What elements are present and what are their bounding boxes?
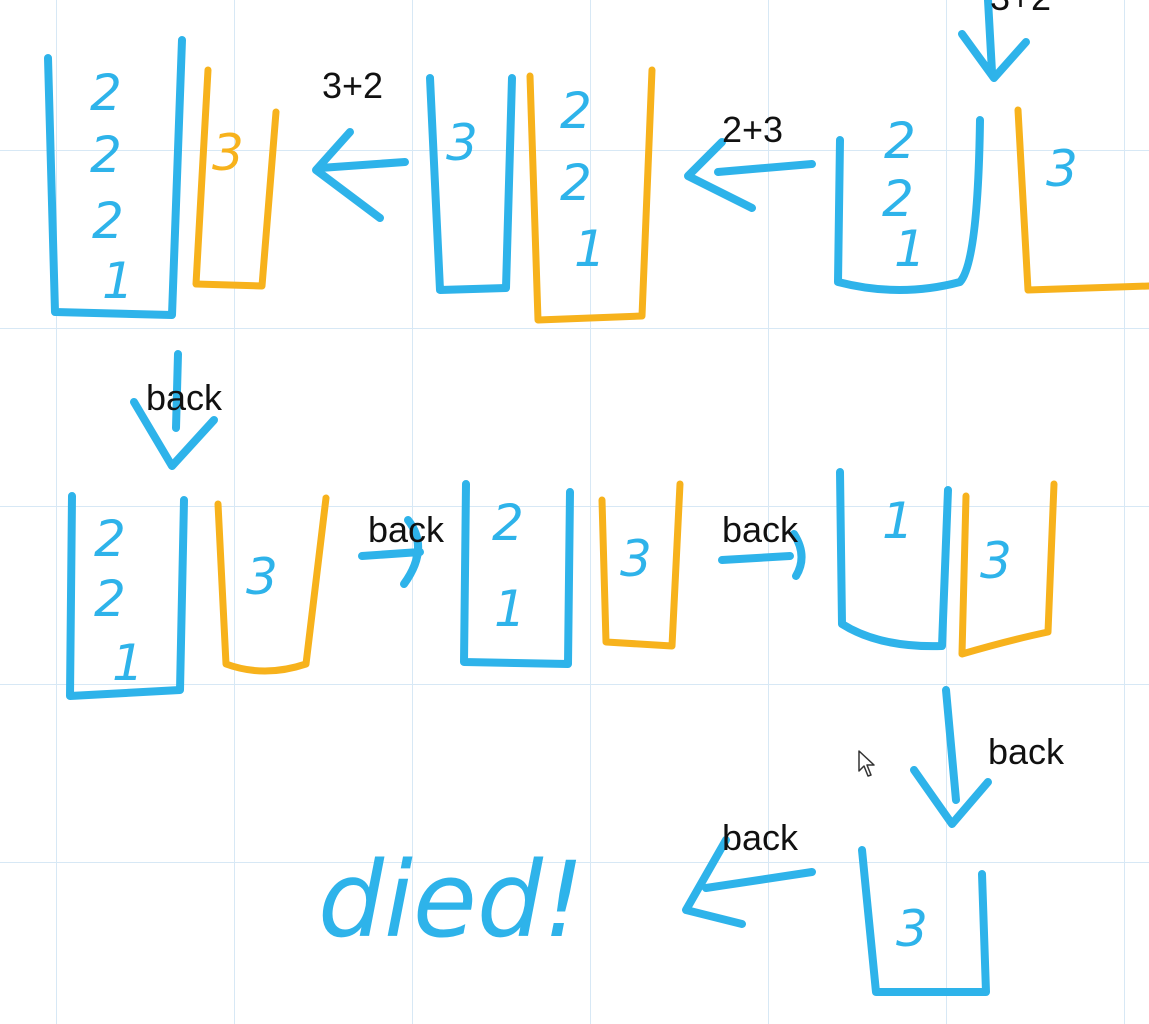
row2-left-blue-item-1: 2 (94, 510, 126, 568)
row2-right-blue-stack (836, 468, 952, 651)
label-back-down-1: back (146, 377, 223, 418)
row1-right-blue-item-3: 1 (894, 220, 926, 278)
row1-arrow-left (312, 128, 409, 222)
row2-right-orange-item-1: 3 (980, 532, 1012, 590)
row3-right-blue-stack (858, 846, 990, 996)
row2-arrow-1 (358, 516, 424, 588)
row1-right-blue-item-1: 2 (884, 112, 916, 170)
label-op-left: 3+2 (322, 65, 384, 106)
row1-to-row2-arrow (130, 350, 218, 470)
top-arrow-down (958, 0, 1030, 82)
row2-to-row3-arrow (910, 686, 992, 828)
row1-left-blue-item-4: 1 (102, 252, 134, 310)
row1-left-blue-item-2: 2 (90, 126, 122, 184)
row1-right-blue-stack (834, 116, 984, 294)
label-back-final: back (722, 817, 799, 858)
row2-right-orange-stack (958, 480, 1058, 658)
row1-mid-orange-item-1: 2 (560, 82, 592, 140)
row3-right-blue-item-1: 3 (896, 900, 928, 958)
row1-left-orange-item-1: 3 (212, 124, 244, 182)
row1-arrow-right (684, 138, 816, 212)
label-top-edge-op: 3+2 (990, 0, 1051, 16)
row1-left-orange-stack (192, 66, 280, 290)
row1-left-blue-item-3: 2 (92, 192, 124, 250)
row1-mid-blue-item-1: 3 (446, 114, 478, 172)
row2-mid-orange-item-1: 3 (620, 530, 652, 588)
label-back-down-2: back (988, 731, 1065, 772)
row3-arrow-left (682, 836, 816, 928)
label-back-mid-2: back (722, 509, 799, 550)
label-op-right: 2+3 (722, 109, 784, 150)
row1-mid-orange-item-2: 2 (560, 154, 592, 212)
row2-left-orange-stack (214, 494, 330, 675)
row2-mid-blue-item-1: 2 (492, 494, 524, 552)
row2-left-blue-stack (66, 492, 188, 700)
row1-mid-orange-item-3: 1 (574, 220, 606, 278)
label-back-mid-1: back (368, 509, 445, 550)
row2-right-blue-item-1: 1 (882, 492, 914, 550)
result-text: died! (318, 839, 585, 961)
row2-mid-blue-stack (460, 480, 574, 668)
row1-mid-blue-stack (426, 74, 516, 294)
mouse-cursor-icon (858, 750, 875, 777)
row1-left-blue-item-1: 2 (90, 64, 122, 122)
row2-left-orange-item-1: 3 (246, 548, 278, 606)
row2-mid-blue-item-2: 1 (494, 580, 526, 638)
row2-left-blue-item-2: 2 (94, 570, 126, 628)
row1-right-orange-stack (1014, 106, 1149, 294)
row2-arrow-2 (718, 530, 806, 580)
row1-right-blue-item-2: 2 (882, 170, 914, 228)
row1-right-orange-item-1: 3 (1046, 140, 1078, 198)
row1-mid-orange-stack (526, 66, 656, 324)
row2-left-blue-item-3: 1 (112, 634, 144, 692)
row2-mid-orange-stack (598, 480, 684, 650)
row1-left-blue-stack (44, 36, 186, 319)
